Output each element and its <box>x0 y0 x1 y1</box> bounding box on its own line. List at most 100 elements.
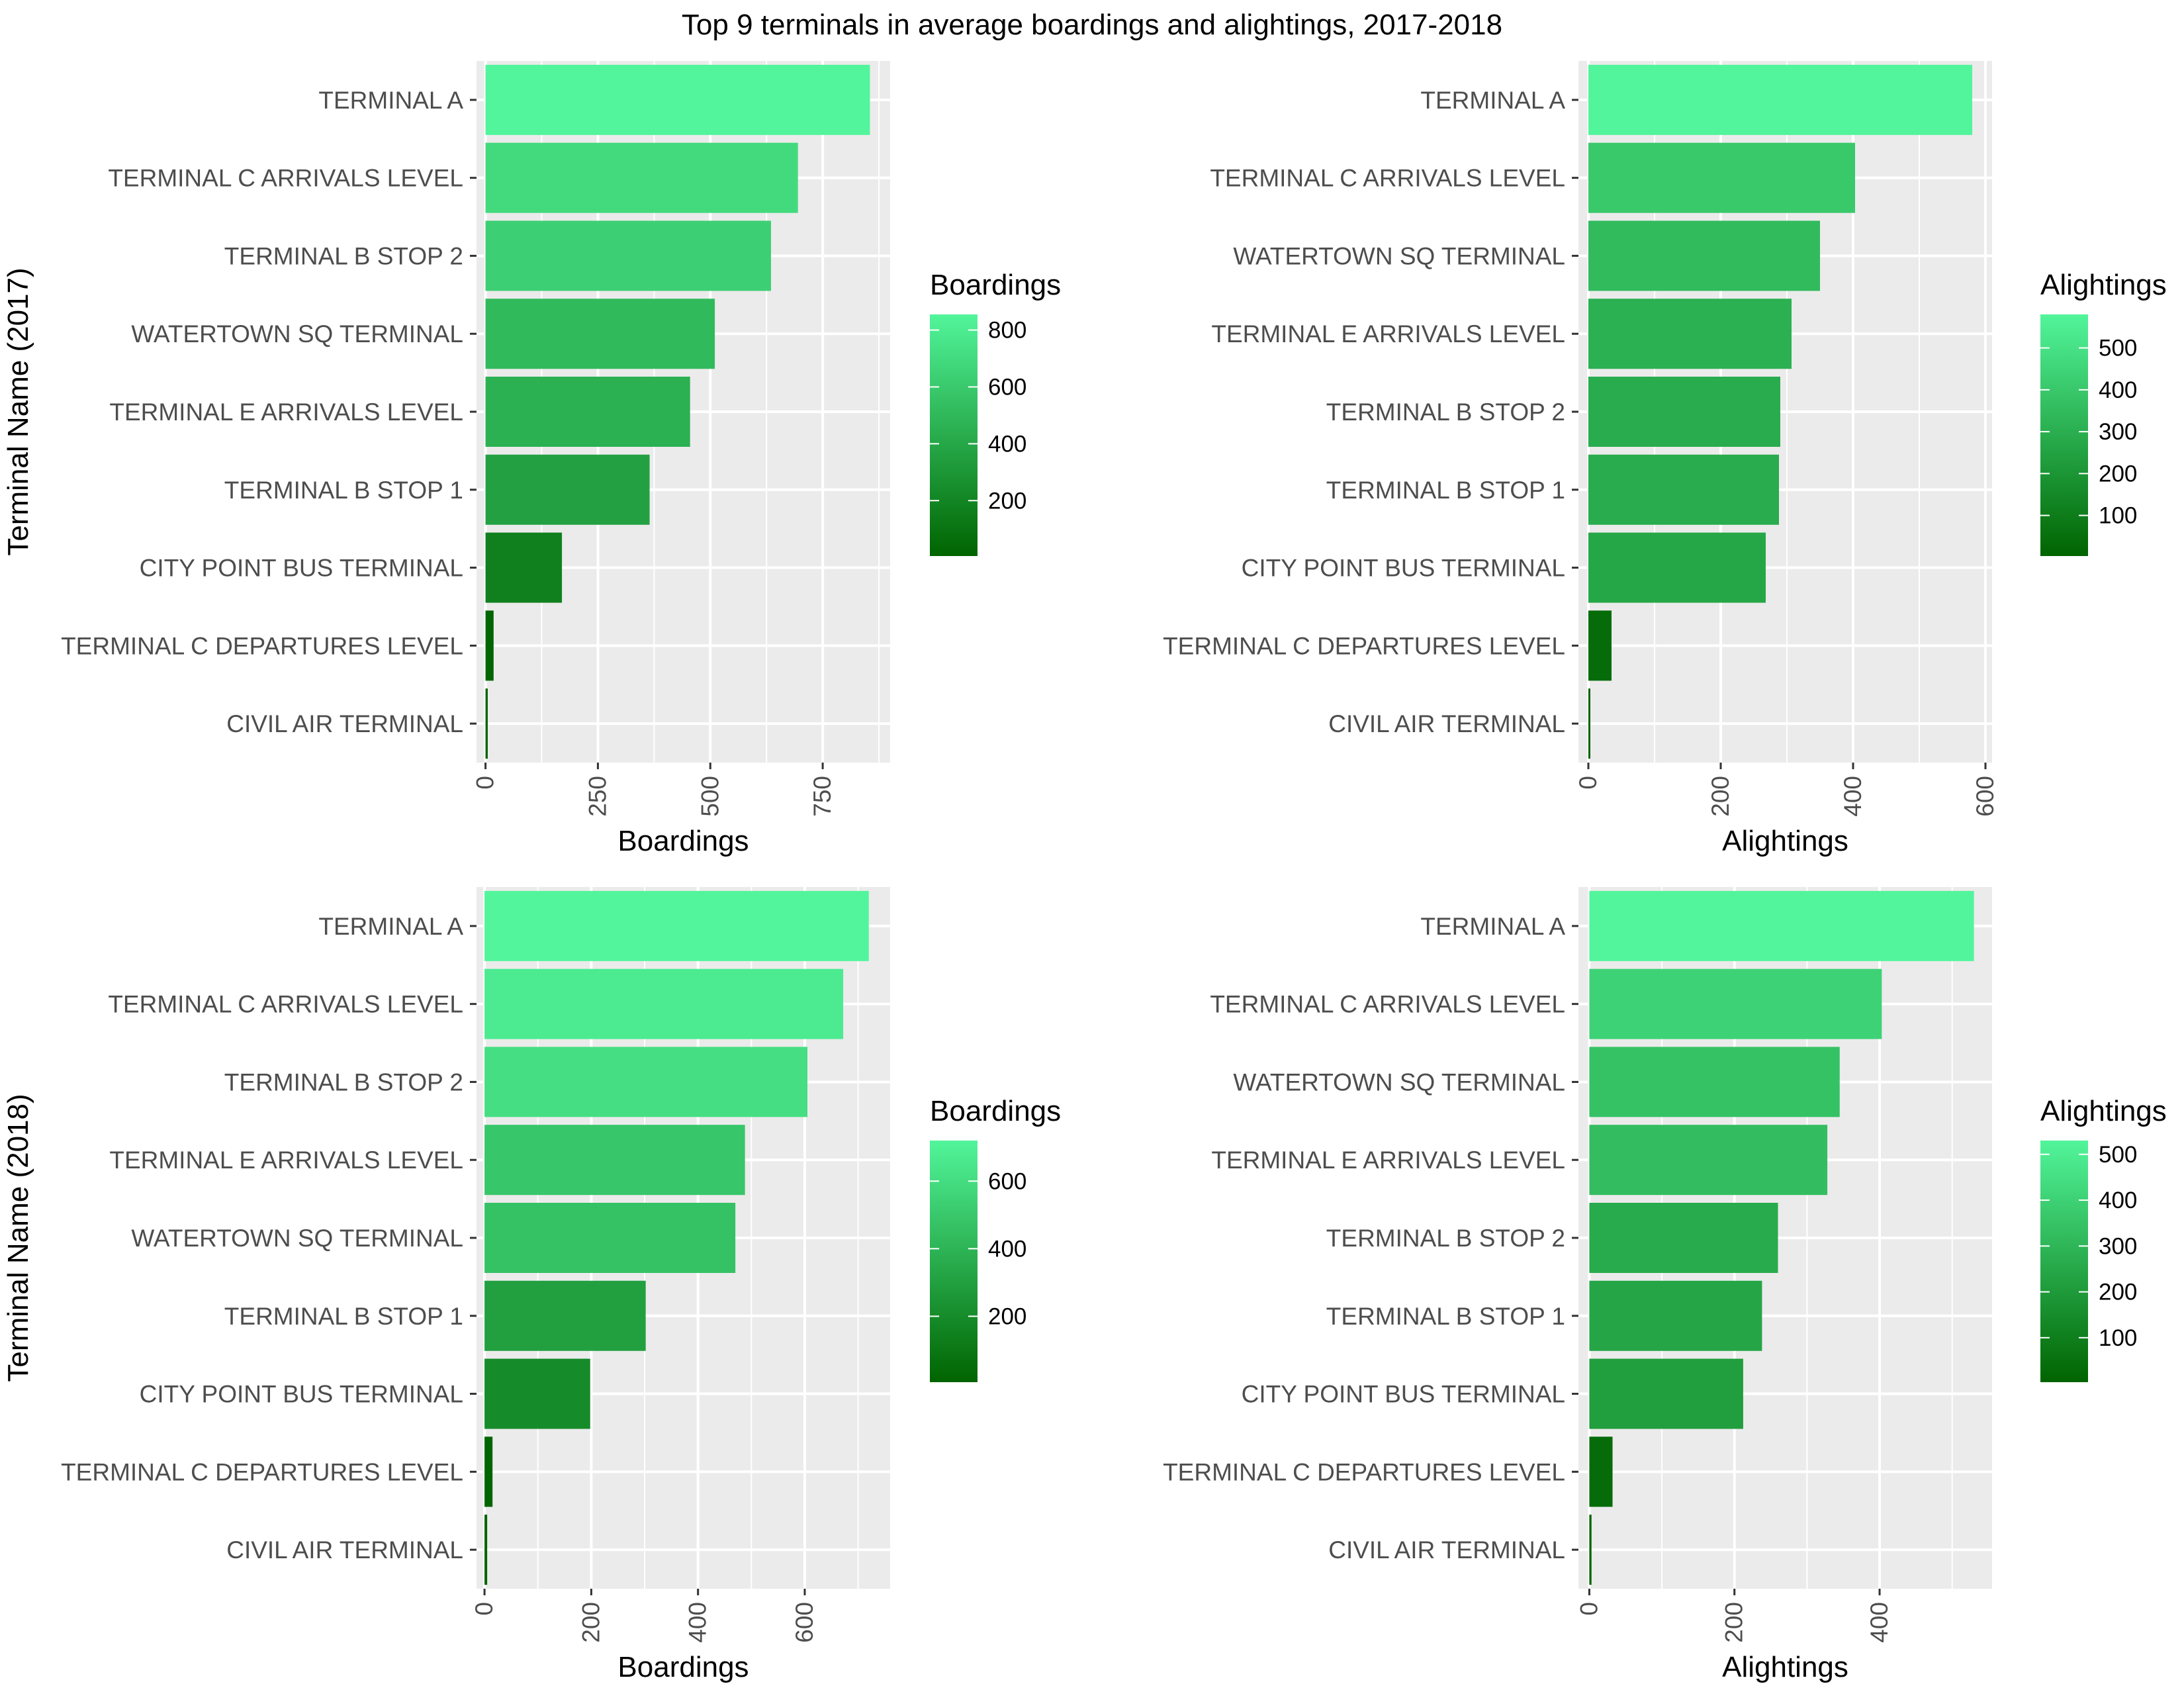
bar <box>1589 890 1974 961</box>
bar <box>1588 64 1972 135</box>
category-label: CIVIL AIR TERMINAL <box>226 1536 463 1564</box>
category-label: TERMINAL E ARRIVALS LEVEL <box>1211 1147 1565 1174</box>
legend: Boardings 200 400 600 800 <box>930 269 1061 556</box>
x-tick-label: 400 <box>1866 1602 1893 1643</box>
legend-tick-label: 600 <box>988 1168 1026 1194</box>
bar <box>484 968 844 1039</box>
legend-tick-label: 400 <box>988 1236 1026 1262</box>
bar <box>1589 1280 1762 1351</box>
bar <box>484 1436 493 1507</box>
bar <box>485 377 690 447</box>
category-label: TERMINAL A <box>318 87 463 114</box>
category-label: TERMINAL B STOP 1 <box>224 1303 463 1330</box>
category-label: WATERTOWN SQ TERMINAL <box>131 1225 463 1252</box>
category-label: TERMINAL C DEPARTURES LEVEL <box>1163 1458 1565 1485</box>
category-label: CITY POINT BUS TERMINAL <box>140 555 463 582</box>
legend: Boardings 200 400 600 <box>930 1095 1061 1382</box>
category-label: CIVIL AIR TERMINAL <box>1328 1536 1565 1564</box>
legend-tick-label: 500 <box>2099 1142 2137 1168</box>
bar <box>485 64 870 135</box>
legend-tick-label: 100 <box>2099 503 2137 529</box>
category-label: TERMINAL C ARRIVALS LEVEL <box>1210 991 1565 1018</box>
legend-colorbar <box>930 314 978 556</box>
legend: Alightings 100 200 300 400 500 <box>2040 269 2167 556</box>
category-label: TERMINAL C ARRIVALS LEVEL <box>1210 165 1565 192</box>
legend-title: Boardings <box>930 269 1061 301</box>
bar <box>484 1047 807 1117</box>
bar <box>1589 1358 1743 1429</box>
bar <box>484 1280 646 1351</box>
category-label: CIVIL AIR TERMINAL <box>226 710 463 737</box>
bar <box>1588 454 1779 525</box>
x-axis-title: Boardings <box>617 825 749 857</box>
bar <box>1588 532 1766 603</box>
category-label: TERMINAL C DEPARTURES LEVEL <box>1163 632 1565 659</box>
category-label: TERMINAL B STOP 1 <box>1326 1303 1565 1330</box>
bar <box>1588 688 1590 759</box>
legend: Alightings 100 200 300 400 500 <box>2040 1095 2167 1382</box>
x-tick-label: 400 <box>1839 776 1866 817</box>
legend-title: Alightings <box>2040 1095 2167 1127</box>
category-label: TERMINAL E ARRIVALS LEVEL <box>109 399 463 426</box>
legend-tick-label: 200 <box>2099 461 2137 487</box>
bar <box>1589 968 1882 1039</box>
bar <box>1588 377 1780 447</box>
category-label: WATERTOWN SQ TERMINAL <box>1233 242 1565 269</box>
legend-tick-label: 300 <box>2099 1233 2137 1259</box>
legend-tick-label: 600 <box>988 375 1026 400</box>
panels-group: CIVIL AIR TERMINAL TERMINAL C DEPARTURES … <box>2 61 2167 1683</box>
bar <box>1589 1436 1613 1507</box>
x-tick-label: 600 <box>791 1602 818 1643</box>
x-tick-label: 400 <box>684 1602 711 1643</box>
bar <box>1588 299 1792 369</box>
category-label: TERMINAL C DEPARTURES LEVEL <box>61 632 463 659</box>
bar <box>1588 220 1820 291</box>
bar <box>1588 610 1612 681</box>
legend-colorbar <box>2040 1141 2088 1382</box>
category-label: TERMINAL C ARRIVALS LEVEL <box>108 165 463 192</box>
bar <box>485 532 563 603</box>
category-label: TERMINAL C ARRIVALS LEVEL <box>108 991 463 1018</box>
bar <box>1589 1203 1778 1273</box>
category-label: TERMINAL A <box>318 913 463 940</box>
legend-tick-label: 400 <box>2099 377 2137 403</box>
category-label: CITY POINT BUS TERMINAL <box>1242 1381 1565 1408</box>
legend-title: Boardings <box>930 1095 1061 1127</box>
category-label: TERMINAL A <box>1420 913 1565 940</box>
panel-3: CIVIL AIR TERMINAL TERMINAL C DEPARTURES … <box>2 887 1061 1683</box>
category-label: TERMINAL B STOP 2 <box>224 1068 463 1096</box>
x-tick-label: 250 <box>584 776 611 817</box>
panel-2: CIVIL AIR TERMINAL TERMINAL C DEPARTURES … <box>1163 61 2167 857</box>
legend-tick-label: 200 <box>2099 1280 2137 1305</box>
category-label: TERMINAL E ARRIVALS LEVEL <box>1211 320 1565 348</box>
x-tick-label: 0 <box>471 1602 498 1616</box>
category-label: WATERTOWN SQ TERMINAL <box>131 320 463 348</box>
bar <box>484 1358 590 1429</box>
bar <box>1589 1125 1828 1196</box>
legend-tick-label: 200 <box>988 1303 1026 1329</box>
bar <box>1588 142 1855 213</box>
y-axis-title: Terminal Name (2018) <box>2 1094 34 1382</box>
x-tick-label: 500 <box>696 776 723 817</box>
bar <box>485 299 715 369</box>
x-tick-label: 0 <box>1574 776 1602 790</box>
bar <box>1589 1047 1840 1117</box>
x-tick-label: 200 <box>1707 776 1734 817</box>
chart-title: Top 9 terminals in average boardings and… <box>682 9 1502 41</box>
x-axis-title: Alightings <box>1722 1651 1848 1683</box>
legend-colorbar <box>2040 314 2088 556</box>
legend-tick-label: 200 <box>988 488 1026 514</box>
panel-4: CIVIL AIR TERMINAL TERMINAL C DEPARTURES … <box>1163 887 2167 1683</box>
y-axis-title: Terminal Name (2017) <box>2 267 34 555</box>
category-label: CITY POINT BUS TERMINAL <box>140 1381 463 1408</box>
category-label: TERMINAL B STOP 1 <box>1326 477 1565 504</box>
x-tick-label: 750 <box>809 776 836 817</box>
category-label: TERMINAL A <box>1420 87 1565 114</box>
bar <box>1589 1515 1592 1585</box>
legend-tick-label: 400 <box>988 431 1026 457</box>
category-label: TERMINAL E ARRIVALS LEVEL <box>109 1147 463 1174</box>
legend-tick-label: 300 <box>2099 419 2137 445</box>
x-tick-label: 600 <box>1972 776 1999 817</box>
legend-tick-label: 800 <box>988 318 1026 344</box>
